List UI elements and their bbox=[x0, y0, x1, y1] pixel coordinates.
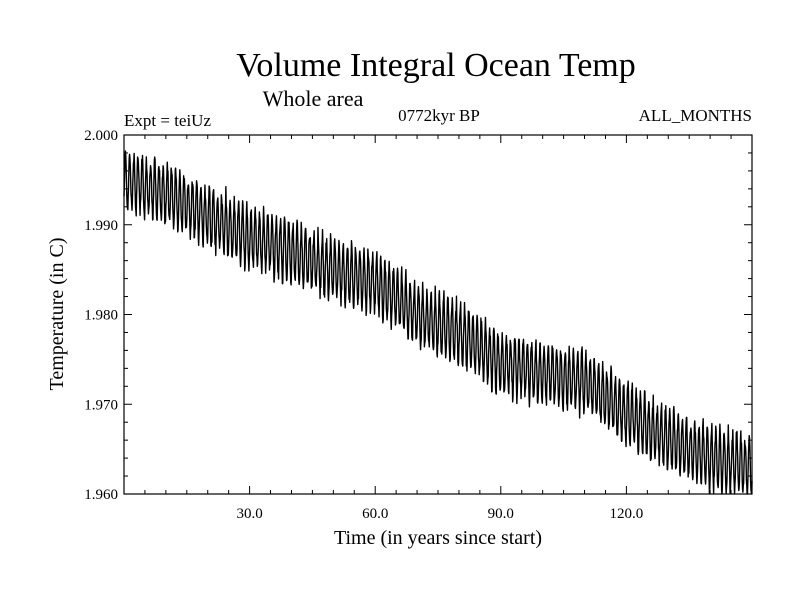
y-tick-label: 2.000 bbox=[84, 128, 118, 144]
chart-title: Volume Integral Ocean Temp bbox=[236, 47, 636, 84]
months-label: ALL_MONTHS bbox=[639, 106, 752, 125]
y-tick-label: 1.960 bbox=[84, 487, 118, 503]
axis-ticks bbox=[124, 135, 752, 494]
y-tick-labels: 1.960 1.970 1.980 1.990 2.000 bbox=[84, 128, 118, 503]
plot-area bbox=[123, 134, 753, 495]
y-axis-label: Temperature (in C) bbox=[46, 238, 68, 391]
x-tick-label: 90.0 bbox=[488, 506, 514, 522]
x-tick-labels: 30.0 60.0 90.0 120.0 bbox=[236, 506, 643, 522]
x-axis-label: Time (in years since start) bbox=[334, 527, 542, 549]
y-tick-label: 1.970 bbox=[84, 397, 118, 413]
y-tick-label: 1.980 bbox=[84, 308, 118, 324]
experiment-label: Expt = teiUz bbox=[124, 111, 211, 130]
chart-subtitle: Whole area bbox=[263, 86, 364, 111]
period-label: 0772kyr BP bbox=[398, 106, 480, 125]
x-tick-label: 120.0 bbox=[610, 506, 644, 522]
x-tick-label: 30.0 bbox=[236, 506, 262, 522]
x-tick-label: 60.0 bbox=[362, 506, 388, 522]
temperature-series-line bbox=[123, 150, 753, 495]
y-tick-label: 1.990 bbox=[84, 218, 118, 234]
